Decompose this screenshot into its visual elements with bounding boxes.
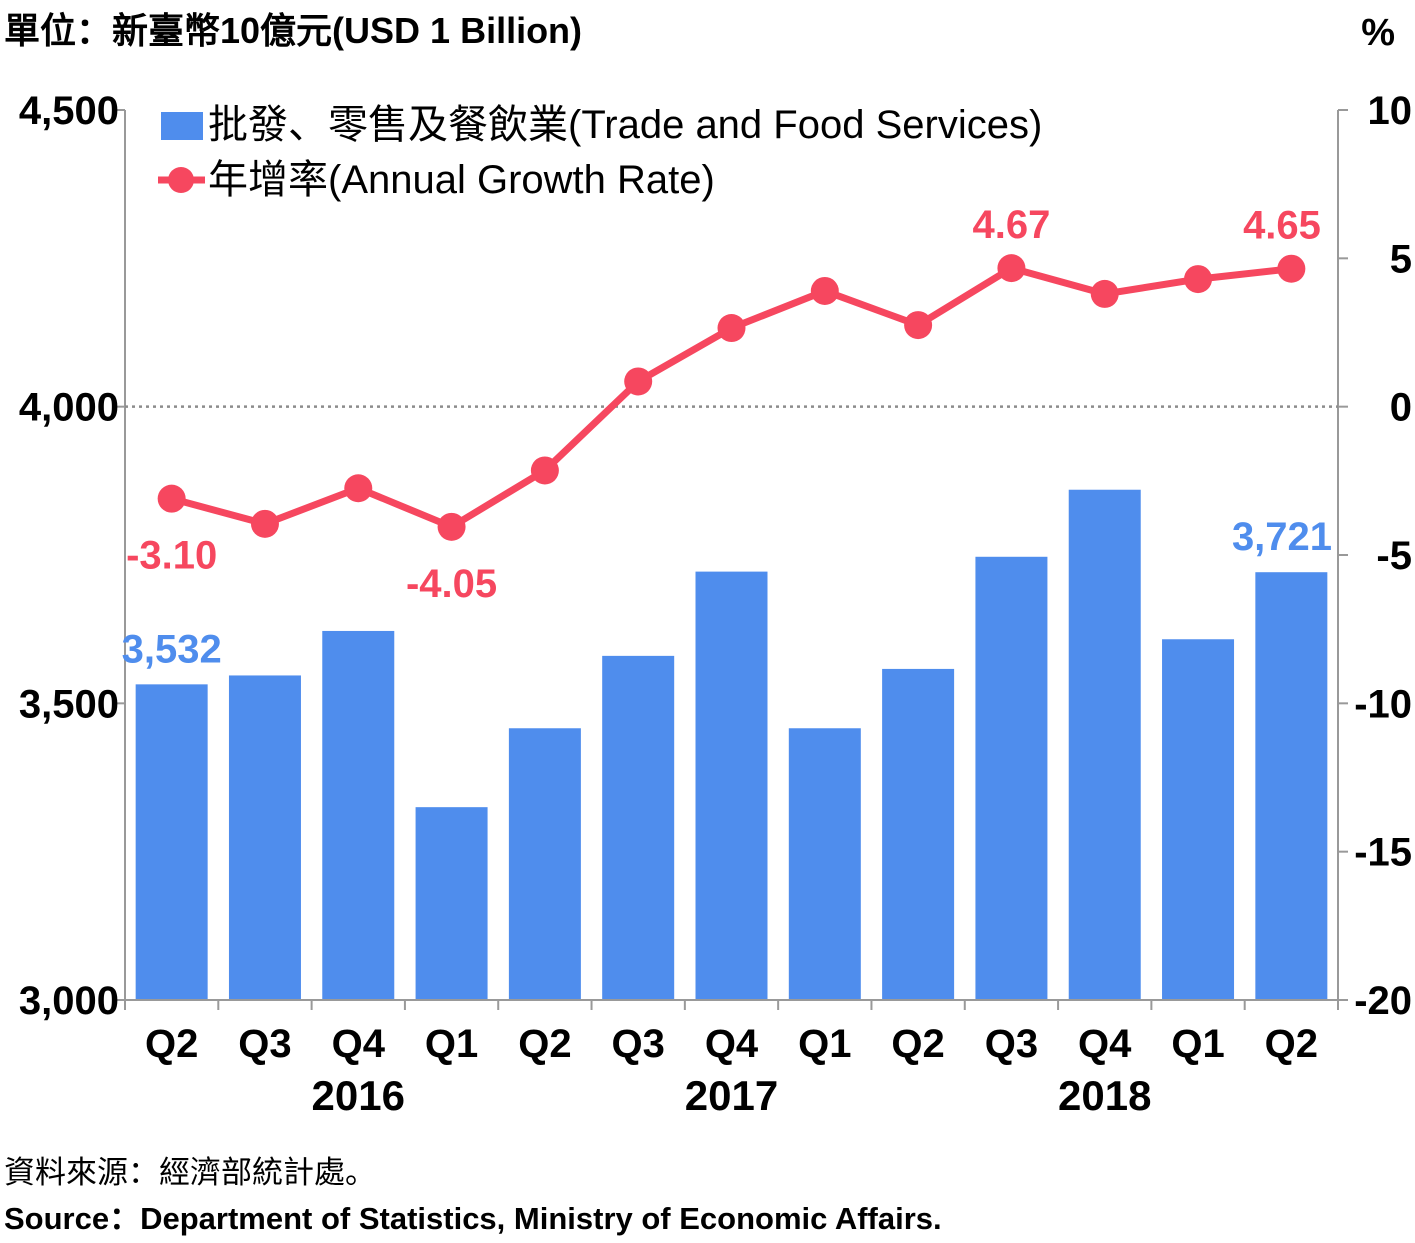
x-tick-label-1: Q3 — [238, 1022, 291, 1066]
data-label-0: 3,532 — [122, 627, 222, 671]
bar-2 — [322, 630, 395, 1000]
x-tick-label-9: Q3 — [985, 1022, 1038, 1066]
right-axis-unit: % — [1361, 12, 1395, 54]
right-tick-label-6: 10 — [1368, 89, 1413, 133]
growth-point-12 — [1277, 254, 1306, 283]
growth-point-4 — [530, 456, 559, 485]
year-label-0: 2016 — [312, 1072, 405, 1119]
left-tick-label-1: 3,500 — [19, 682, 119, 726]
growth-point-6 — [717, 314, 746, 343]
bar-8 — [882, 668, 955, 1000]
right-tick-label-3: -5 — [1376, 534, 1412, 578]
growth-point-2 — [344, 474, 373, 503]
legend-line-label: 年增率(Annual Growth Rate) — [208, 158, 715, 202]
data-label-1: 3,721 — [1232, 515, 1332, 559]
right-tick-label-4: 0 — [1390, 386, 1412, 430]
bar-5 — [602, 655, 675, 1000]
x-tick-label-4: Q2 — [518, 1022, 571, 1066]
bar-0 — [135, 684, 208, 1000]
data-label-3: -4.05 — [406, 562, 497, 606]
left-tick-label-2: 4,000 — [19, 386, 119, 430]
source-zh: 資料來源：經濟部統計處。 — [4, 1155, 376, 1190]
right-tick-label-5: 5 — [1390, 237, 1412, 281]
growth-point-8 — [904, 311, 933, 340]
bar-10 — [1068, 489, 1141, 1000]
bar-9 — [975, 556, 1048, 1000]
growth-point-1 — [250, 509, 279, 538]
bar-7 — [788, 728, 861, 1000]
data-label-2: -3.10 — [126, 534, 217, 578]
legend-line-marker — [168, 167, 194, 193]
growth-point-7 — [810, 276, 839, 305]
left-tick-label-3: 4,500 — [19, 89, 119, 133]
bar-11 — [1162, 639, 1235, 1000]
left-tick-label-0: 3,000 — [19, 979, 119, 1023]
growth-point-0 — [157, 484, 186, 513]
x-tick-label-7: Q1 — [798, 1022, 851, 1066]
growth-point-9 — [997, 254, 1026, 283]
source-en: Source：Department of Statistics, Ministr… — [4, 1201, 942, 1236]
growth-point-11 — [1184, 265, 1213, 294]
right-tick-label-1: -15 — [1354, 831, 1412, 875]
growth-point-5 — [624, 367, 653, 396]
growth-point-3 — [437, 512, 466, 541]
x-tick-label-11: Q1 — [1171, 1022, 1224, 1066]
bar-3 — [415, 807, 488, 1000]
x-tick-label-6: Q4 — [705, 1022, 759, 1066]
year-label-1: 2017 — [685, 1072, 778, 1119]
data-label-4: 4.67 — [972, 203, 1050, 247]
right-tick-label-0: -20 — [1354, 979, 1412, 1023]
x-tick-label-0: Q2 — [145, 1022, 198, 1066]
x-tick-label-10: Q4 — [1078, 1022, 1132, 1066]
bar-12 — [1255, 572, 1328, 1000]
left-axis-unit: 單位：新臺幣10億元(USD 1 Billion) — [4, 10, 583, 51]
bar-4 — [508, 728, 581, 1000]
x-tick-label-5: Q3 — [612, 1022, 665, 1066]
x-tick-label-8: Q2 — [891, 1022, 944, 1066]
year-label-2: 2018 — [1058, 1072, 1151, 1119]
data-label-5: 4.65 — [1243, 204, 1321, 248]
growth-point-10 — [1090, 279, 1119, 308]
legend-bar-swatch — [161, 112, 203, 140]
x-tick-label-2: Q4 — [332, 1022, 386, 1066]
bar-1 — [228, 675, 301, 1000]
bar-6 — [695, 571, 768, 1000]
legend-bar-label: 批發、零售及餐飲業(Trade and Food Services) — [208, 103, 1042, 147]
x-tick-label-12: Q2 — [1265, 1022, 1318, 1066]
right-tick-label-2: -10 — [1354, 682, 1412, 726]
growth-rate-line — [170, 264, 1292, 531]
x-tick-label-3: Q1 — [425, 1022, 478, 1066]
